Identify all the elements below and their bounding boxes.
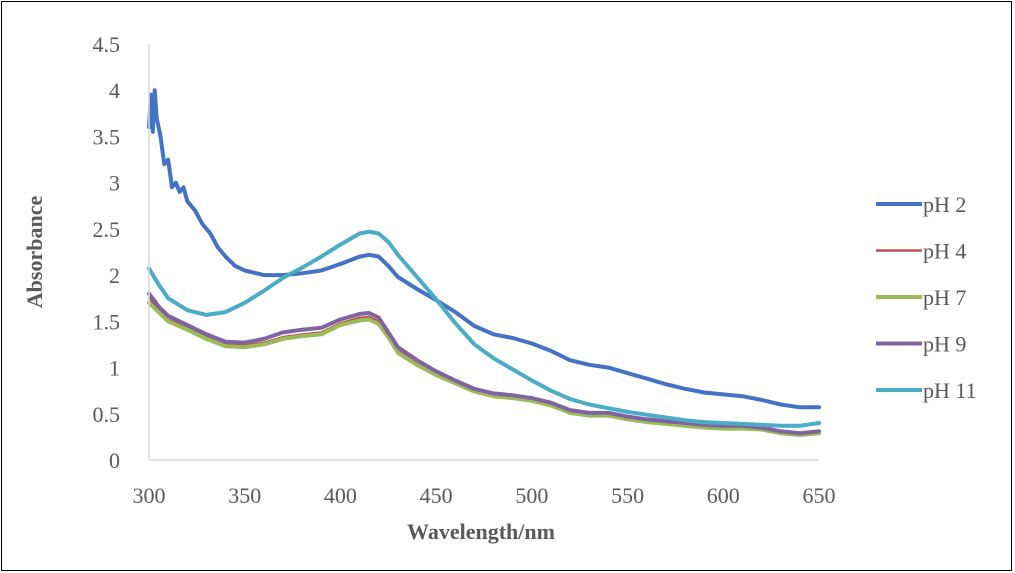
y-tick-label: 4.5 [93,32,121,57]
y-tick-label: 3.5 [93,124,121,149]
y-tick-label: 2 [109,263,120,288]
x-tick-label: 400 [324,483,357,508]
series-line-ph-2 [147,88,821,410]
x-tick-label: 350 [228,483,261,508]
series-line-ph-11 [147,229,821,428]
legend: pH 2 pH 4 pH 7 pH 9 pH 11 [876,192,977,403]
y-axis-title: Absorbance [22,196,47,309]
y-tick-label: 4 [109,78,120,103]
x-axis-ticks: 300 350 400 450 500 550 600 650 [133,483,836,508]
y-tick-label: 3 [109,171,120,196]
legend-label-ph-2: pH 2 [923,192,966,217]
y-tick-label: 1 [109,356,120,381]
series-lines [147,88,821,437]
y-axis-ticks: 0 0.5 1 1.5 2 2.5 3 3.5 4 4.5 [93,32,121,473]
series-line-ph-4 [147,297,821,436]
legend-label-ph-4: pH 4 [923,239,966,264]
x-tick-label: 450 [420,483,453,508]
series-line-ph-7 [147,300,821,437]
legend-label-ph-11: pH 11 [923,378,977,403]
x-tick-label: 600 [707,483,740,508]
y-tick-label: 0 [109,448,120,473]
x-tick-label: 650 [803,483,836,508]
y-tick-label: 1.5 [93,309,121,334]
legend-label-ph-9: pH 9 [923,332,966,357]
x-axis-title: Wavelength/nm [407,519,555,544]
legend-label-ph-7: pH 7 [923,285,966,310]
x-tick-label: 300 [133,483,166,508]
x-tick-label: 550 [611,483,644,508]
x-tick-label: 500 [515,483,548,508]
series-line-ph-9 [147,291,821,436]
y-tick-label: 2.5 [93,217,121,242]
y-tick-label: 0.5 [93,402,121,427]
